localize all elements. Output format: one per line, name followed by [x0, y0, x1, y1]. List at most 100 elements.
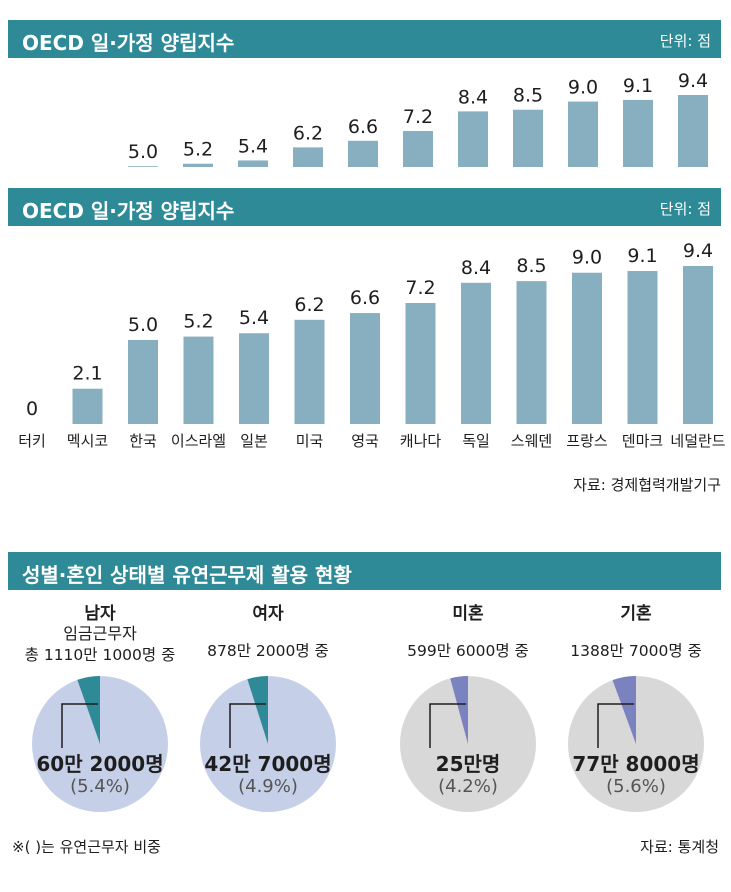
mid-chart-title: OECD 일·가정 양립지수 [22, 199, 235, 223]
top-bar-10 [623, 99, 653, 167]
top-bar-7 [458, 111, 488, 167]
top-value-label-1: 5.0 [128, 141, 158, 163]
pie-leader-3 [429, 703, 466, 748]
top-chart-unit: 단위: 점 [659, 32, 711, 50]
mid-category-label-1: 터키 [18, 432, 46, 450]
top-value-label-5: 6.6 [348, 116, 378, 138]
mid-chart-unit: 단위: 점 [659, 200, 711, 218]
mid-category-label-6: 미국 [296, 432, 324, 450]
pie-chart-3: 25만명 (4.2%) [400, 676, 536, 812]
pie-footnote: ※( )는 유연근무자 비중 [12, 838, 161, 856]
mid-value-label-3: 5.0 [128, 314, 158, 336]
pie-percent-4: (5.6%) [606, 776, 666, 797]
mid-category-label-2: 멕시코 [67, 432, 108, 450]
mid-value-label-7: 6.6 [350, 287, 380, 309]
mid-category-label-7: 영국 [351, 432, 379, 450]
pie-leader-4 [597, 703, 634, 748]
mid-bar-5 [239, 333, 269, 424]
pie-total-3: 599만 6000명 중 [407, 642, 529, 660]
pie-value-1: 60만 2000명 [36, 752, 164, 776]
top-bar-5 [348, 140, 378, 167]
pie-group-3: 미혼 599만 6000명 중 [388, 604, 548, 662]
mid-bar-chart: 0 터키 2.1 멕시코 5.0 한국 5.2 이스라엘 5.4 일본 6.2 미국 6.6 영국 7.2 캐… [18, 240, 726, 450]
pie-percent-2: (4.9%) [238, 776, 298, 797]
pie-leader-1 [61, 703, 98, 748]
mid-bar-2 [72, 388, 103, 424]
top-value-label-10: 9.1 [623, 75, 653, 97]
pie-value-4: 77만 8000명 [572, 752, 700, 776]
top-chart-title: OECD 일·가정 양립지수 [22, 31, 235, 55]
mid-category-label-10: 스웨덴 [511, 432, 552, 450]
top-value-label-2: 5.2 [183, 139, 213, 161]
mid-category-label-3: 한국 [129, 432, 157, 450]
top-bar-11 [678, 95, 708, 167]
mid-value-label-1: 0 [26, 398, 38, 420]
mid-value-label-9: 8.4 [461, 257, 491, 279]
pie-value-2: 42만 7000명 [204, 752, 332, 776]
pie-total-2: 878만 2000명 중 [207, 642, 329, 660]
mid-chart-source: 자료: 경제협력개발기구 [573, 476, 721, 494]
pie-total-1: 총 1110만 1000명 중 [24, 646, 176, 664]
top-bar-3 [238, 160, 268, 167]
top-bar-8 [513, 109, 543, 167]
top-value-label-7: 8.4 [458, 86, 488, 108]
mid-category-label-9: 독일 [462, 432, 490, 450]
pie-label-1: 남자 [84, 604, 116, 624]
pie-chart-1: 60만 2000명 (5.4%) [32, 676, 168, 812]
mid-category-label-4: 이스라엘 [171, 432, 226, 450]
pie-group-4: 기혼 1388만 7000명 중 [556, 604, 716, 662]
pie-label-4: 기혼 [620, 604, 652, 624]
mid-bar-11 [572, 272, 602, 424]
pie-slice-4 [612, 676, 636, 744]
mid-value-label-12: 9.1 [627, 245, 657, 267]
mid-category-label-13: 네덜란드 [670, 432, 725, 450]
top-bar-9 [568, 101, 598, 167]
mid-bar-7 [350, 313, 380, 424]
top-value-label-3: 5.4 [238, 135, 268, 157]
pie-slice-3 [450, 676, 468, 744]
mid-category-label-8: 캐나다 [400, 432, 442, 450]
top-bar-6 [403, 131, 433, 167]
mid-chart-title-band: OECD 일·가정 양립지수 단위: 점 [8, 188, 721, 226]
mid-bar-9 [461, 282, 491, 424]
top-value-label-4: 6.2 [293, 122, 323, 144]
pie-leader-2 [229, 703, 266, 748]
pie-group-2: 여자 878만 2000명 중 [188, 604, 348, 662]
pie-section-title-band: 성별·혼인 상태별 유연근무제 활용 현황 [8, 552, 721, 590]
mid-value-label-6: 6.2 [294, 294, 324, 316]
pie-sublabel-1: 임금근무자 [63, 624, 137, 643]
top-bar-1 [128, 166, 158, 167]
mid-bar-4 [183, 336, 214, 424]
pie-section-title: 성별·혼인 상태별 유연근무제 활용 현황 [22, 563, 352, 587]
pie-percent-3: (4.2%) [438, 776, 498, 797]
pie-total-4: 1388만 7000명 중 [570, 642, 702, 660]
top-value-label-9: 9.0 [568, 77, 598, 99]
mid-bar-6 [294, 319, 325, 424]
pie-label-3: 미혼 [452, 604, 484, 624]
mid-bar-3 [128, 339, 158, 424]
mid-value-label-2: 2.1 [72, 363, 102, 385]
mid-bar-12 [627, 271, 658, 424]
mid-value-label-11: 9.0 [572, 247, 602, 269]
mid-category-label-5: 일본 [240, 432, 268, 450]
pie-value-3: 25만명 [435, 752, 501, 776]
top-bar-chart: 5.0 5.2 5.4 6.2 6.6 7.2 8.4 8.5 9.0 9.1 9.4 [128, 70, 708, 167]
mid-value-label-5: 5.4 [239, 307, 269, 329]
pie-chart-4: 77만 8000명 (5.6%) [568, 676, 704, 812]
pie-slice-2 [247, 676, 268, 744]
mid-value-label-4: 5.2 [183, 311, 213, 333]
mid-value-label-13: 9.4 [683, 240, 713, 262]
top-bar-2 [183, 163, 213, 167]
top-value-label-8: 8.5 [513, 85, 543, 107]
top-bar-4 [293, 147, 323, 167]
pie-percent-1: (5.4%) [70, 776, 130, 797]
mid-value-label-8: 7.2 [405, 277, 435, 299]
mid-value-label-10: 8.5 [516, 255, 546, 277]
mid-bar-10 [516, 281, 547, 424]
pie-slice-1 [77, 676, 100, 744]
mid-category-label-11: 프랑스 [566, 432, 608, 450]
top-value-label-6: 7.2 [403, 106, 433, 128]
top-chart-title-band: OECD 일·가정 양립지수 단위: 점 [8, 20, 721, 58]
mid-category-label-12: 덴마크 [622, 432, 663, 450]
